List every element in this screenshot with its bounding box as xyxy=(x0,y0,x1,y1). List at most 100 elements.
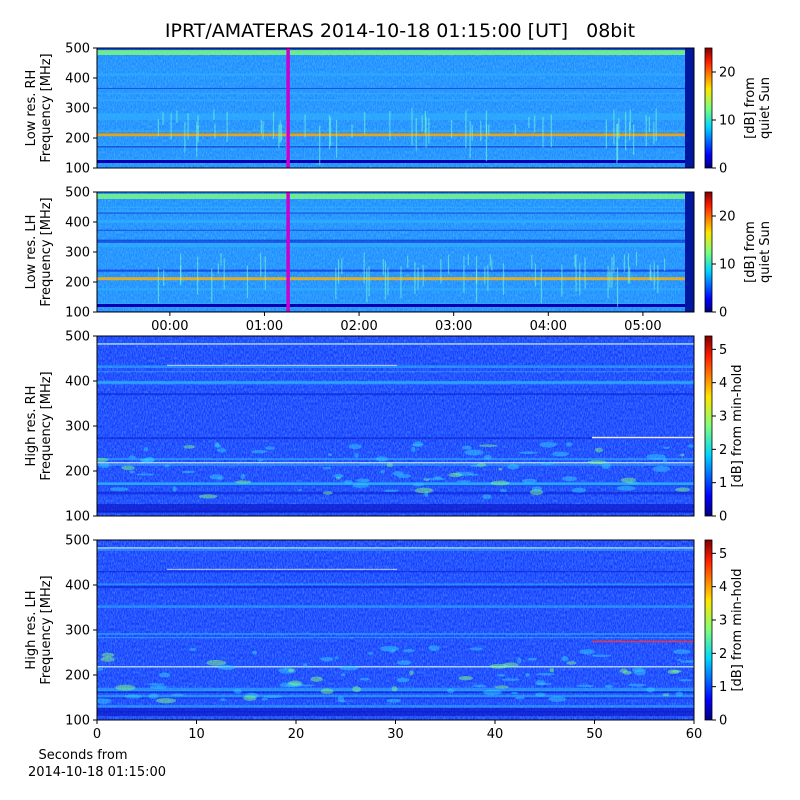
spectrogram-band xyxy=(97,691,694,693)
spectrogram-blob xyxy=(469,647,483,651)
x-tick-label: 00:00 xyxy=(151,319,188,334)
spectrogram-blob xyxy=(97,667,104,671)
spectrogram-blob xyxy=(139,458,150,463)
spectrogram-blob xyxy=(646,454,666,460)
colorbar-tick-label: 4 xyxy=(719,376,727,391)
spectrogram-streak xyxy=(335,119,338,158)
spectrogram-blob xyxy=(356,478,371,483)
spectrogram-blob xyxy=(101,652,115,658)
spectrogram-streak xyxy=(561,264,563,297)
spectrogram-blob xyxy=(339,665,359,671)
spectrogram-blob xyxy=(386,698,402,703)
spectrogram-line xyxy=(167,364,397,366)
y-axis-label: High res. RH xyxy=(24,386,39,467)
spectrogram-blob xyxy=(217,665,236,670)
spectrogram-streak xyxy=(197,256,199,295)
spectrogram-blob xyxy=(135,473,155,476)
spectrogram-band xyxy=(97,483,694,487)
spectrogram-blob xyxy=(566,442,572,447)
spectrogram-streak xyxy=(488,124,490,136)
spectrogram-streak xyxy=(180,265,182,286)
spectrogram-blob xyxy=(333,473,344,479)
spectrogram-blob xyxy=(414,487,434,494)
spectrogram-streak xyxy=(260,119,262,134)
spectrogram-blob xyxy=(675,487,691,492)
spectrogram-blob xyxy=(288,668,294,673)
y-tick-label: 200 xyxy=(65,669,90,684)
colorbar xyxy=(704,47,713,169)
spectrogram-blob xyxy=(622,670,632,675)
spectrogram-blob xyxy=(348,443,362,450)
spectrogram-blob xyxy=(383,489,399,493)
spectrogram-streak xyxy=(335,267,337,300)
colorbar xyxy=(704,539,713,721)
spectrogram-blob xyxy=(503,662,519,668)
spectrogram xyxy=(97,336,694,516)
spectrogram-band xyxy=(97,244,694,248)
spectrogram-streak xyxy=(616,267,619,307)
colorbar-tick-label: 3 xyxy=(719,614,727,629)
spectrogram-blob xyxy=(206,659,226,666)
spectrogram-streak xyxy=(485,123,488,162)
spectrogram-streak xyxy=(609,269,611,288)
spectrogram-streak xyxy=(469,121,471,158)
spectrogram-line xyxy=(167,568,397,570)
spectrogram-band xyxy=(97,393,694,396)
spectrogram-band xyxy=(97,158,694,162)
spectrogram-streak xyxy=(226,111,228,142)
spectrogram-blob xyxy=(375,456,388,462)
spectrogram-streak xyxy=(463,256,465,294)
spectrogram-streak xyxy=(653,261,655,290)
spectrogram-streak xyxy=(279,119,281,143)
spectrogram-blob xyxy=(678,679,693,682)
spectrogram-line xyxy=(97,666,694,668)
x-tick-label: 02:00 xyxy=(340,319,377,334)
spectrogram-streak xyxy=(487,264,489,291)
spectrogram-blob xyxy=(124,694,142,699)
spectrogram-blob xyxy=(587,460,608,465)
spectrogram-blob xyxy=(472,684,486,688)
spectrogram-band xyxy=(97,117,694,121)
y-axis-label: Low res. RH xyxy=(24,70,39,147)
spectrogram-streak xyxy=(428,118,430,144)
spectrogram-blob xyxy=(456,480,472,483)
y-tick-label: 100 xyxy=(65,510,90,525)
spectrogram-streak xyxy=(579,262,581,296)
spectrogram-blob xyxy=(334,656,339,660)
spectrogram-blob xyxy=(368,652,373,655)
y-axis-label: Frequency [MHz] xyxy=(39,53,54,162)
colorbar-tick-label: 10 xyxy=(719,114,736,129)
spectrogram-streak xyxy=(363,252,365,284)
spectrogram-blob xyxy=(156,697,176,704)
spectrogram-streak xyxy=(187,112,189,140)
spectrogram-streak xyxy=(280,123,282,141)
spectrogram-line xyxy=(97,462,694,464)
x-tick-label: 03:00 xyxy=(435,319,472,334)
spectrogram-band xyxy=(97,585,694,589)
spectrogram-blob xyxy=(531,486,543,492)
spectrogram-streak xyxy=(328,115,331,149)
spectrogram-streak xyxy=(627,252,630,284)
spectrogram-blob xyxy=(390,649,396,653)
spectrogram-streak xyxy=(635,252,638,266)
spectrogram-streak xyxy=(176,110,178,123)
spectrogram-blob xyxy=(158,672,171,678)
spectrogram-streak xyxy=(217,263,219,274)
spectrogram-blob xyxy=(688,444,694,448)
y-tick-label: 400 xyxy=(65,216,90,231)
spectrogram-blob xyxy=(539,462,555,465)
spectrogram-streak xyxy=(440,258,442,284)
spectrogram-streak xyxy=(163,269,165,287)
spectrogram-blob xyxy=(251,450,268,454)
spectrogram-blob xyxy=(458,676,473,681)
colorbar-tick-label: 1 xyxy=(719,476,727,491)
spectrogram-blob xyxy=(561,656,569,662)
spectrogram-streak xyxy=(584,258,586,289)
spectrogram-blob xyxy=(251,650,258,655)
spectrogram-blob xyxy=(536,682,552,685)
x-tick-label: 30 xyxy=(387,727,404,742)
spectrogram-band xyxy=(97,87,694,90)
spectrogram-blob xyxy=(525,673,530,677)
colorbar-label: quiet Sun xyxy=(758,77,773,139)
x-tick-label: 10 xyxy=(188,727,205,742)
